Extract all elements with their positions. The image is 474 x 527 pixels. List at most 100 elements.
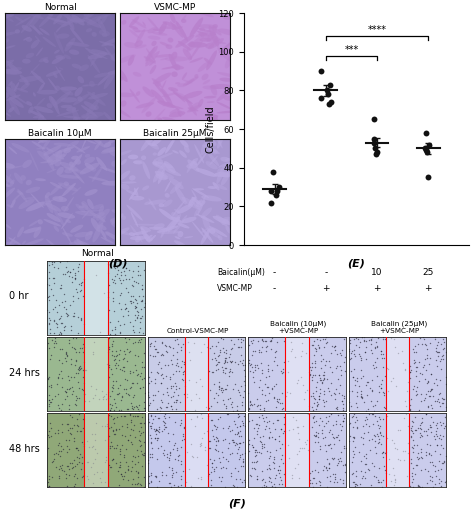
Point (129, 282, 137, 290)
Ellipse shape (71, 155, 79, 160)
Point (161, 446, 168, 454)
Point (71, 399, 79, 408)
Point (330, 454, 337, 462)
Point (105, 360, 113, 369)
Point (442, 422, 449, 430)
Point (289, 424, 296, 433)
Point (127, 431, 134, 440)
Point (158, 338, 165, 346)
Point (62, 388, 70, 396)
Point (333, 405, 341, 413)
Point (237, 350, 245, 359)
Point (110, 406, 118, 415)
Point (135, 406, 143, 415)
Ellipse shape (32, 141, 45, 150)
Point (338, 397, 346, 405)
Point (390, 481, 397, 490)
Point (409, 448, 417, 456)
Point (79, 472, 86, 481)
Ellipse shape (214, 37, 220, 42)
Point (111, 360, 118, 369)
Point (165, 454, 173, 463)
Point (249, 373, 256, 381)
Point (113, 350, 121, 359)
Ellipse shape (117, 68, 128, 82)
Ellipse shape (212, 182, 219, 190)
Ellipse shape (6, 86, 17, 98)
Ellipse shape (36, 47, 43, 56)
Point (380, 335, 387, 343)
Point (246, 398, 254, 406)
Point (130, 391, 137, 399)
Point (424, 403, 432, 412)
Point (246, 341, 253, 349)
Point (81, 379, 88, 387)
Point (198, 434, 205, 442)
Point (426, 387, 434, 395)
Ellipse shape (201, 208, 212, 218)
Point (271, 382, 278, 390)
Point (58, 318, 65, 327)
Point (427, 441, 434, 449)
Point (271, 435, 278, 444)
Point (420, 361, 428, 369)
Text: 0 hr: 0 hr (9, 291, 29, 301)
Point (147, 422, 155, 431)
Point (75, 384, 83, 393)
Point (359, 434, 366, 442)
Point (98, 387, 106, 395)
Point (351, 480, 359, 489)
Point (171, 454, 179, 463)
Point (68, 326, 75, 334)
Point (312, 387, 320, 395)
Point (278, 455, 285, 463)
Point (205, 437, 213, 446)
Point (182, 478, 190, 486)
Point (136, 384, 144, 393)
Point (368, 387, 375, 395)
Point (125, 391, 132, 399)
Ellipse shape (85, 154, 90, 158)
Point (392, 382, 400, 391)
Point (105, 280, 112, 289)
Point (349, 477, 357, 486)
Point (232, 357, 239, 366)
Point (75, 259, 83, 268)
Point (117, 279, 124, 288)
Point (127, 292, 135, 300)
Point (266, 428, 273, 436)
Point (215, 436, 222, 445)
Point (151, 379, 158, 388)
Point (180, 390, 188, 398)
Point (140, 266, 147, 275)
Ellipse shape (104, 69, 117, 89)
Point (234, 402, 241, 410)
Point (326, 440, 334, 448)
Point (72, 271, 79, 280)
Ellipse shape (213, 216, 232, 225)
Point (80, 442, 88, 450)
Point (257, 376, 264, 384)
Point (426, 450, 433, 458)
Ellipse shape (192, 199, 200, 210)
Point (151, 345, 159, 354)
Point (434, 352, 442, 360)
Point (349, 447, 357, 455)
Ellipse shape (91, 167, 96, 172)
Point (234, 343, 242, 352)
Point (140, 404, 147, 413)
Point (248, 363, 255, 372)
Point (226, 365, 233, 374)
Point (381, 466, 389, 474)
Point (409, 436, 417, 444)
Point (229, 481, 237, 489)
Point (164, 428, 172, 437)
Point (368, 435, 375, 443)
Point (264, 383, 271, 391)
Point (315, 421, 323, 429)
Point (45, 344, 53, 353)
Point (410, 464, 417, 473)
Point (129, 267, 137, 276)
Ellipse shape (86, 28, 92, 32)
Point (117, 321, 124, 329)
